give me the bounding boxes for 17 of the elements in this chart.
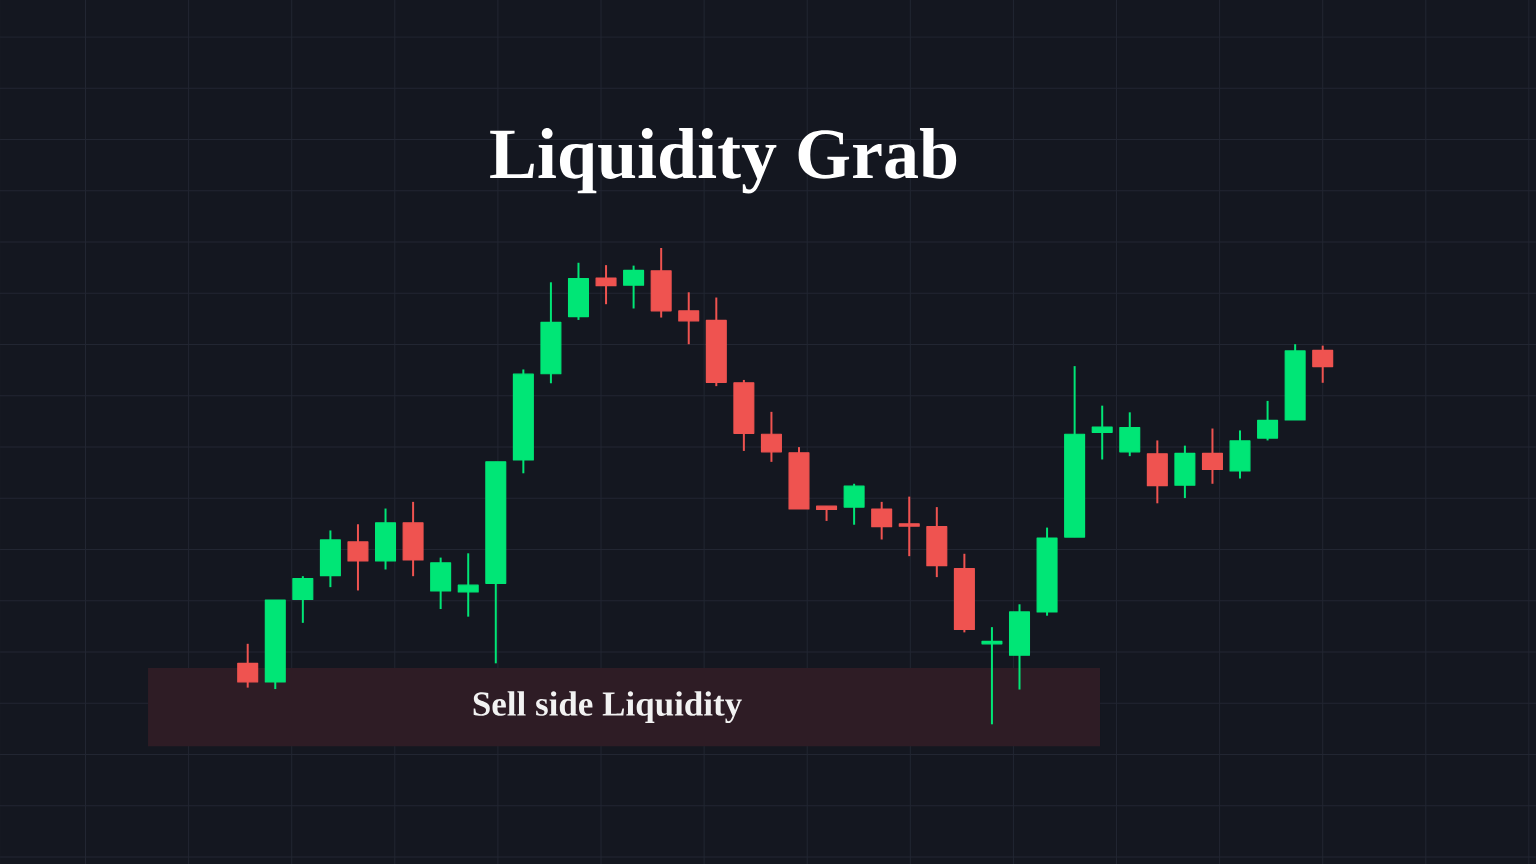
candlestick	[898, 495, 920, 558]
chart-title: Liquidity Grab	[490, 128, 957, 194]
candlestick	[237, 642, 259, 689]
band-label: Sell side Liquidity	[473, 691, 742, 724]
candlestick	[1091, 404, 1113, 461]
candlestick	[347, 523, 369, 592]
candlestick	[1201, 427, 1223, 485]
candlestick	[623, 264, 645, 310]
candlestick	[871, 500, 893, 541]
candlestick	[678, 291, 700, 346]
candlestick	[760, 410, 782, 463]
candlestick	[1312, 344, 1334, 384]
candlestick	[1257, 399, 1279, 442]
candlestick	[292, 575, 314, 624]
candlestick	[843, 482, 865, 526]
candlestick	[595, 264, 617, 306]
candlestick	[457, 552, 479, 618]
